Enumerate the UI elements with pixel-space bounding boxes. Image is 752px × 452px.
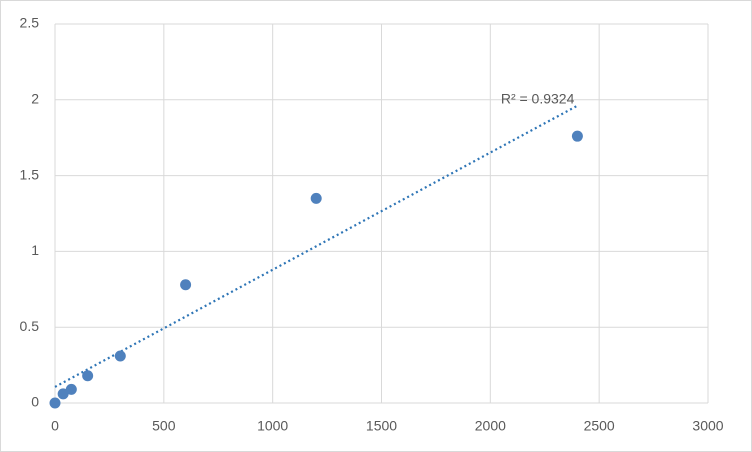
x-tick-label: 3000 <box>692 418 723 434</box>
y-tick-label: 2.5 <box>20 15 40 31</box>
x-tick-label: 1500 <box>366 418 397 434</box>
y-tick-label: 1 <box>31 242 39 258</box>
y-tick-label: 0.5 <box>20 318 40 334</box>
point <box>114 350 126 362</box>
point <box>180 279 192 291</box>
point <box>65 383 77 395</box>
x-tick-label: 2500 <box>584 418 615 434</box>
x-tick-label: 500 <box>152 418 176 434</box>
y-tick-label: 0 <box>31 394 39 410</box>
x-tick-label: 2000 <box>475 418 506 434</box>
point <box>82 370 94 382</box>
point <box>57 388 69 400</box>
trendline <box>54 104 578 388</box>
point <box>49 397 61 409</box>
x-tick-label: 0 <box>51 418 59 434</box>
point <box>571 130 583 142</box>
x-tick-label: 1000 <box>257 418 288 434</box>
y-tick-label: 2 <box>31 91 39 107</box>
y-tick-label: 1.5 <box>20 166 40 182</box>
trendline-annotation: R² = 0.9324 <box>501 90 575 106</box>
point <box>310 192 322 204</box>
